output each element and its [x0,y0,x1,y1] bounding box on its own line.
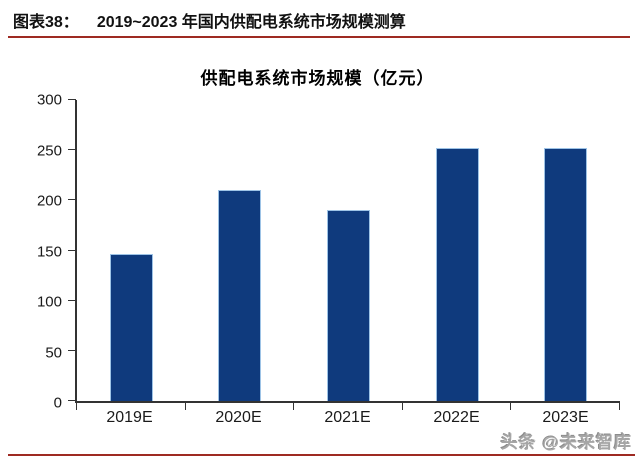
x-tick-mark [619,403,620,410]
bars-container [77,100,620,401]
bar-2019E [109,253,153,401]
figure-header: 图表38： 2019~2023 年国内供配电系统市场规模测算 [13,8,623,32]
chart-title: 供配电系统市场规模（亿元） [200,69,435,88]
bar-2021E [326,210,370,401]
bar-2022E [435,148,479,401]
y-tick-mark [68,149,76,151]
x-axis-labels: 2019E 2020E 2021E 2022E 2023E [75,409,620,427]
x-tick-mark [401,403,403,410]
x-tick-label: 2022E [433,409,480,426]
x-tick-label: 2023E [542,409,589,426]
bar-2023E [544,148,588,401]
x-tick-mark [293,403,295,410]
y-tick-label: 150 [36,243,62,260]
figure-number-label: 图表38： [13,14,79,31]
x-tick-label: 2020E [215,409,262,426]
y-tick-label: 200 [36,192,62,210]
y-tick-mark [68,299,76,301]
bar-category [511,100,620,401]
y-tick-label: 0 [53,394,62,412]
x-tick-label: 2019E [106,409,153,426]
bar-category [403,100,512,401]
x-tick-mark [184,403,186,410]
header-divider-line [8,36,630,38]
y-tick-label: 250 [36,142,62,159]
y-tick-label: 50 [45,344,62,361]
y-tick-mark [68,249,76,251]
y-tick-label: 300 [36,91,62,109]
x-tick-label: 2021E [324,409,371,426]
watermark: 头条 @未来智库 [500,433,632,452]
y-tick-label: 100 [36,293,62,311]
bar-category [186,100,295,401]
x-tick-mark [76,403,77,410]
bar-2020E [218,190,262,401]
bar-category [77,100,186,401]
y-tick-mark [68,400,76,401]
plot-area [68,99,620,410]
figure-title: 2019~2023 年国内供配电系统市场规模测算 [96,14,406,31]
bar-category [294,100,403,401]
y-axis-labels: 0 50 100 150 200 250 300 [0,92,62,412]
footer-divider-line [8,454,635,456]
y-tick-mark [68,199,76,201]
y-tick-mark [68,349,76,351]
y-tick-mark [68,99,76,100]
x-tick-mark [510,403,512,410]
